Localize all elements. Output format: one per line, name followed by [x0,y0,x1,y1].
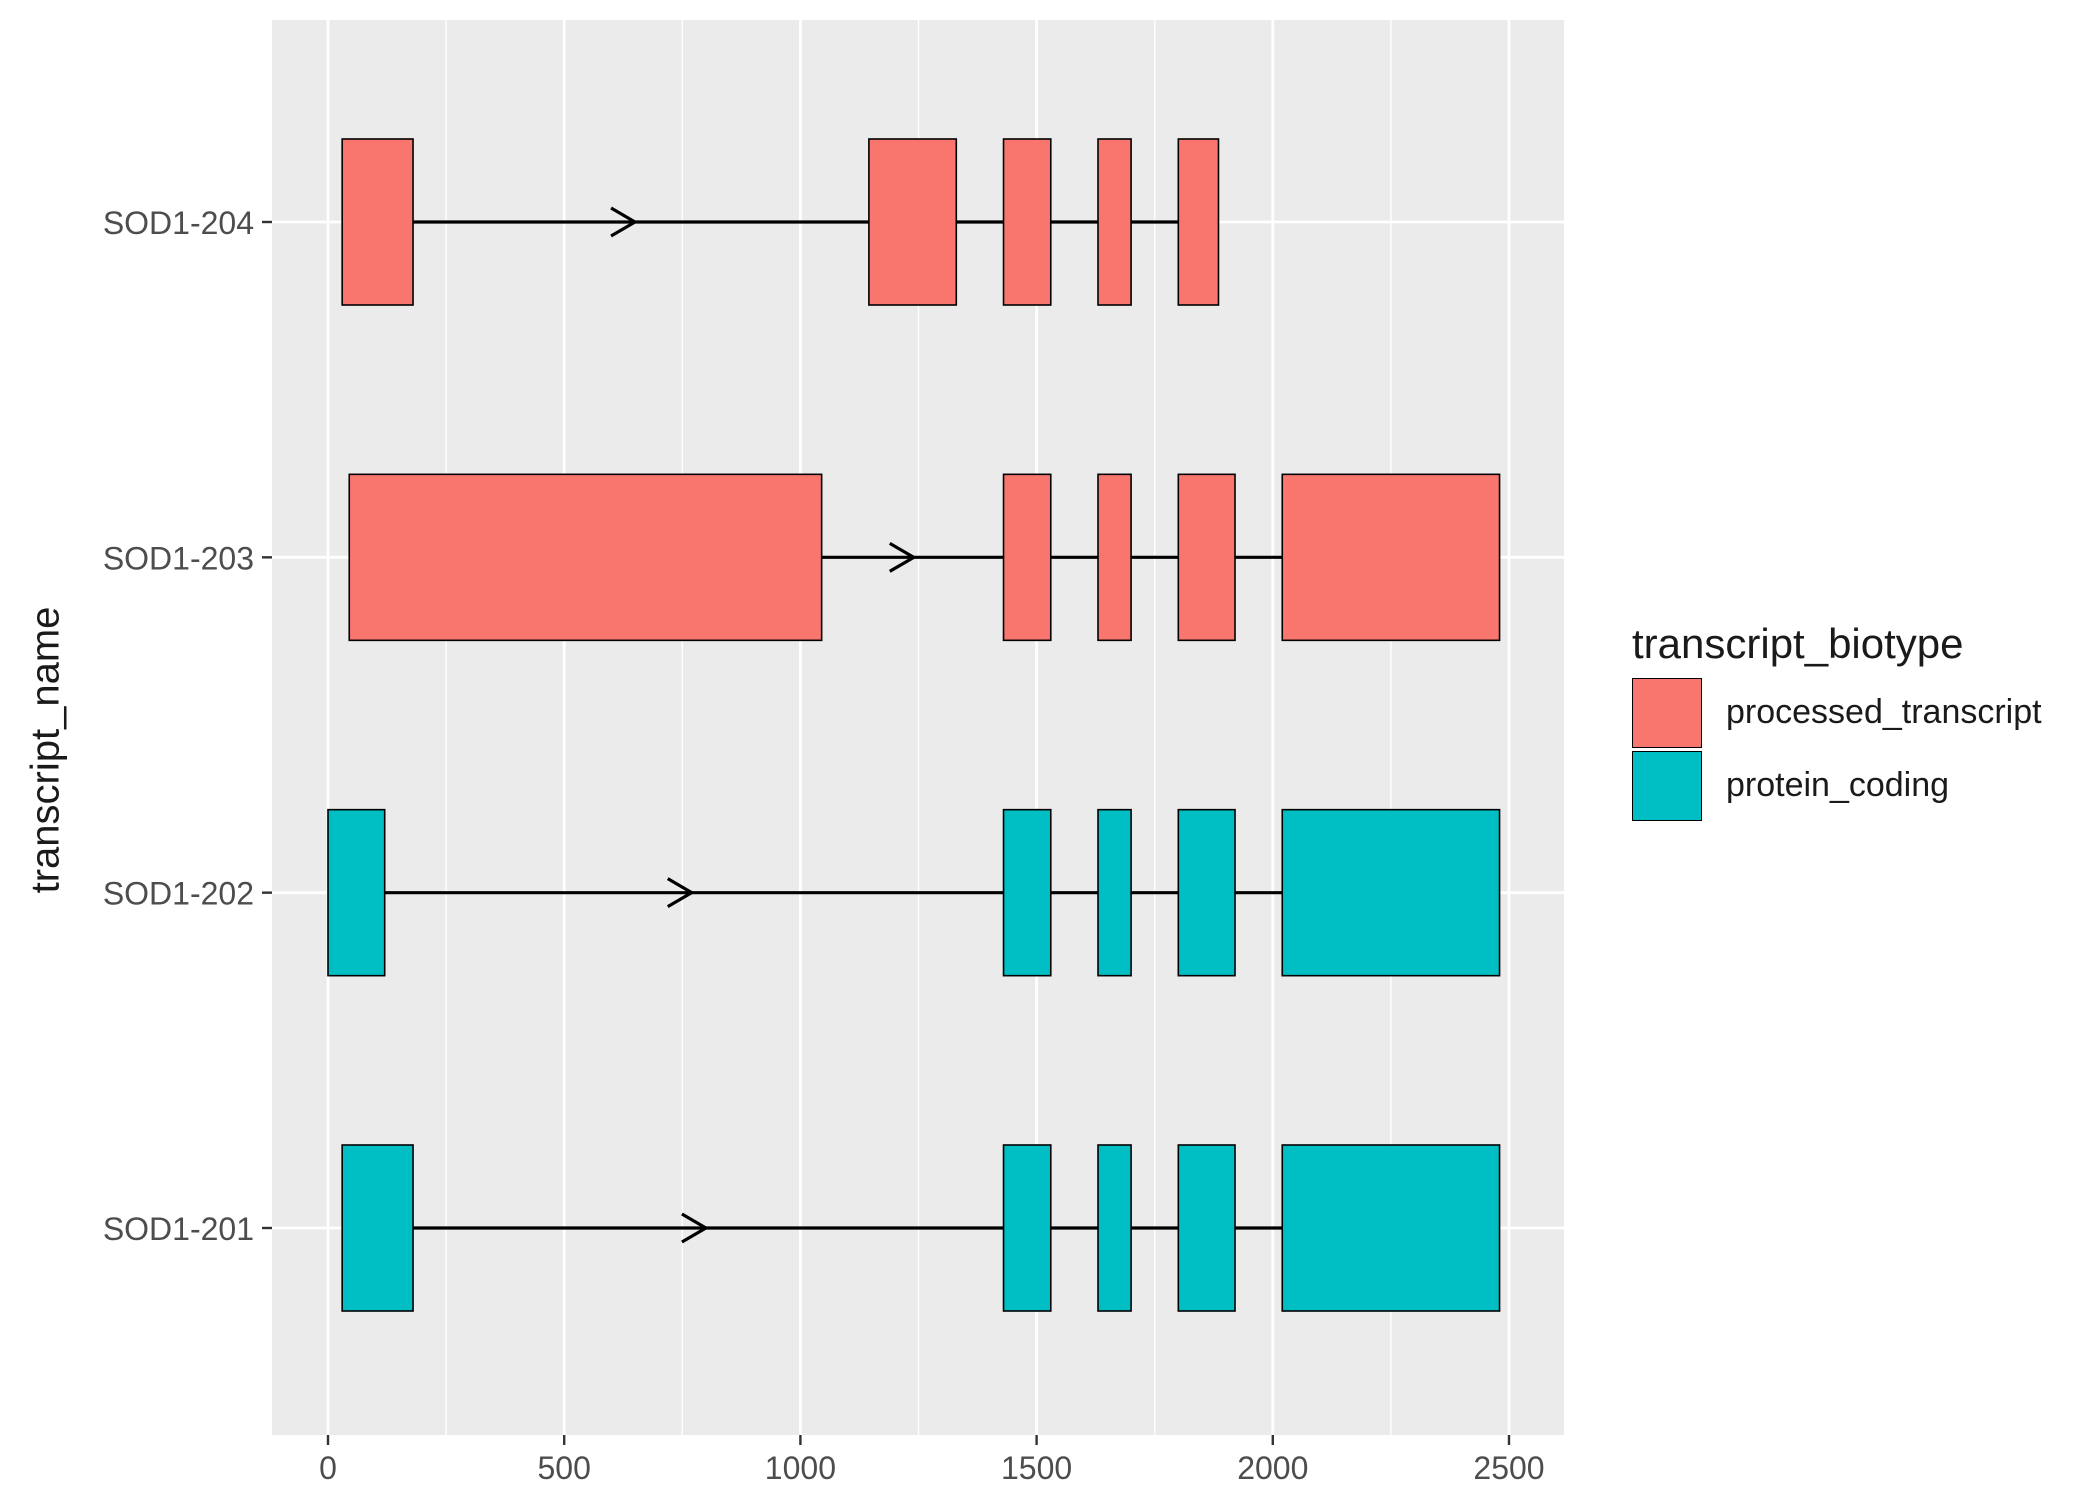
direction-arrow [681,1212,710,1244]
y-axis-title: transcript_name [23,606,68,894]
exon-box [1177,138,1220,306]
legend-item-protein-coding: protein_coding [1632,749,2062,822]
exon-box [868,138,958,306]
y-tick-label: SOD1-204 [103,205,254,241]
y-tick-label: SOD1-203 [103,540,254,576]
legend-label-protein-coding: protein_coding [1726,766,1950,804]
transcript-sod1-204 [341,138,1220,306]
exon-box [1002,808,1052,977]
transcript-sod1-201 [341,1144,1501,1312]
x-tick-label: 1000 [765,1450,836,1486]
direction-arrow [610,206,639,238]
legend: transcript_biotype processed_transcript … [1632,620,2062,822]
exon-box [1097,1144,1132,1312]
legend-item-processed-transcript: processed_transcript [1632,676,2062,749]
x-tick-label: 2500 [1473,1450,1544,1486]
legend-swatch-processed-transcript [1632,677,1702,748]
y-tick-label: SOD1-202 [103,876,254,912]
exon-box [1281,808,1501,977]
direction-arrow [888,541,917,573]
transcript-sod1-202 [327,808,1501,977]
exon-box [1002,473,1052,642]
exon-box [1177,1144,1236,1312]
exon-box [1002,1144,1052,1312]
exon-box [327,808,386,977]
exon-box [1281,1144,1501,1312]
x-tick-label: 500 [538,1450,591,1486]
x-tick-label: 0 [319,1450,337,1486]
y-tick-label: SOD1-201 [103,1211,254,1247]
x-tick-label: 2000 [1237,1450,1308,1486]
y-axis: SOD1-204 SOD1-203 SOD1-202 SOD1-201 [103,205,272,1247]
x-axis: 0 500 1000 1500 2000 2500 [319,1435,1545,1486]
legend-label-processed-transcript: processed_transcript [1726,693,2042,731]
exon-box [1097,138,1132,306]
x-tick-label: 1500 [1001,1450,1072,1486]
exon-box [1097,473,1132,642]
exon-box [1177,473,1236,642]
legend-swatch-protein-coding [1632,750,1702,821]
exon-box [1097,808,1132,977]
legend-title: transcript_biotype [1632,620,1964,667]
exon-box [348,473,823,642]
transcript-marks [327,138,1501,1312]
exon-box [1002,138,1052,306]
transcript-sod1-203 [348,473,1501,642]
exon-box [341,138,414,306]
exon-box [1281,473,1501,642]
direction-arrow [666,877,695,909]
exon-box [1177,808,1236,977]
exon-box [341,1144,414,1312]
